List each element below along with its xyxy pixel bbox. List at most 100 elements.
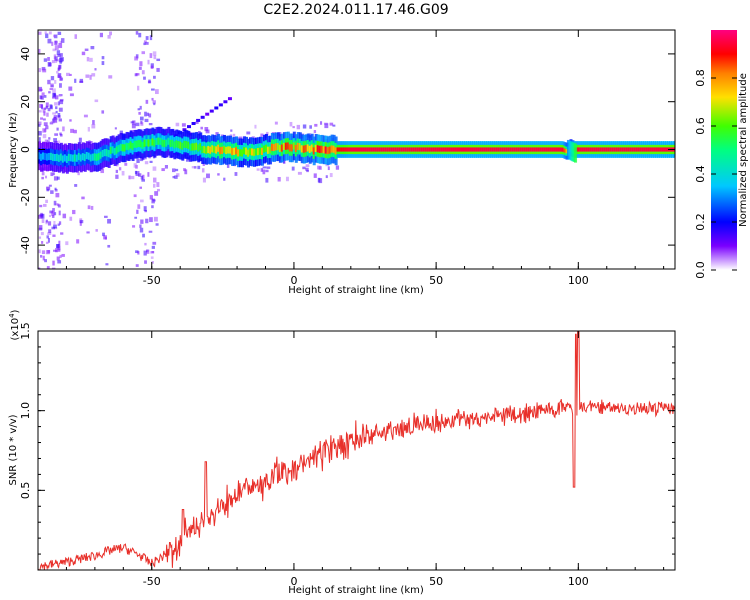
noise-pixel — [58, 43, 63, 49]
noise-pixel — [101, 61, 105, 66]
noise-pixel — [150, 256, 154, 259]
ridge-pixel-core — [368, 147, 372, 152]
noise-pixel — [54, 102, 58, 106]
ridge-pixel-core — [547, 147, 551, 152]
noise-pixel — [148, 79, 151, 84]
noise-pixel — [144, 118, 149, 123]
ridge-pixel-core — [388, 147, 392, 152]
noise-pixel — [227, 97, 232, 101]
noise-pixel — [297, 171, 302, 175]
ridge-pixel-core — [651, 147, 655, 152]
noise-pixel — [94, 99, 99, 103]
noise-pixel — [137, 108, 140, 111]
noise-pixel — [43, 58, 48, 62]
noise-pixel — [292, 126, 295, 129]
ridge-pixel-core — [390, 147, 394, 152]
ridge-pixel-core — [505, 147, 509, 152]
ridge-pixel-core — [653, 147, 657, 152]
ridge-pixel-core — [475, 147, 479, 152]
ridge-pixel-core — [601, 147, 605, 152]
colorbar-label: Normalized spectral amplitude — [738, 73, 749, 227]
noise-pixel — [131, 124, 136, 129]
snr-y-label: SNR (10 * v/v) — [8, 414, 19, 485]
noise-pixel — [134, 56, 138, 61]
noise-pixel — [77, 172, 80, 176]
noise-pixel — [136, 209, 139, 214]
noise-pixel — [209, 109, 214, 113]
ridge-pixel-core — [627, 147, 631, 152]
ridge-pixel-core — [83, 153, 87, 162]
x-tick-label: 100 — [568, 575, 589, 588]
noise-pixel — [260, 168, 264, 172]
ridge-pixel-core — [187, 141, 191, 149]
noise-pixel — [59, 132, 62, 136]
noise-pixel — [151, 97, 154, 101]
ridge-pixel-core — [173, 141, 177, 149]
ridge-pixel-core — [499, 147, 503, 152]
ridge-pixel-core — [549, 147, 553, 152]
ridge-pixel-core — [432, 147, 436, 152]
ridge-pixel-core — [463, 147, 467, 152]
noise-pixel — [47, 250, 51, 253]
noise-pixel — [40, 255, 43, 258]
noise-pixel — [153, 216, 158, 222]
noise-pixel — [45, 102, 49, 108]
noise-pixel — [51, 215, 55, 218]
ridge-pixel-core — [338, 147, 342, 152]
ridge-pixel-core — [561, 147, 565, 152]
noise-pixel — [193, 166, 197, 169]
noise-pixel — [47, 57, 50, 61]
colorbar-tick-label: 0.0 — [694, 261, 707, 279]
ridge-pixel-core — [438, 147, 442, 152]
noise-pixel — [136, 158, 140, 163]
ridge-pixel-core — [121, 144, 125, 152]
ridge-pixel-core — [85, 151, 89, 160]
noise-pixel — [175, 122, 180, 127]
noise-pixel — [124, 162, 128, 166]
snr-y-multiplier: (x104) — [8, 309, 21, 340]
noise-pixel — [41, 241, 44, 244]
noise-pixel — [52, 96, 56, 99]
noise-pixel — [201, 168, 205, 173]
ridge-pixel-core — [125, 142, 129, 150]
spectrogram-y-label: Frequency (Hz) — [8, 112, 19, 188]
ridge-pixel-core — [408, 147, 412, 152]
snr-x-ticks: -50 0 50 100 — [37, 331, 665, 588]
ridge-pixel-core — [509, 147, 513, 152]
ridge-pixel-core — [247, 149, 251, 157]
noise-pixel — [45, 125, 49, 130]
ridge-pixel-core — [195, 142, 199, 150]
noise-pixel — [56, 59, 60, 62]
noise-pixel — [50, 172, 54, 177]
noise-pixel — [217, 173, 220, 176]
noise-pixel — [84, 48, 89, 52]
ridge-pixel-core — [585, 147, 589, 152]
ridge-pixel-core — [71, 154, 75, 162]
noise-pixel — [58, 94, 62, 97]
ridge-pixel-core — [38, 152, 41, 160]
ridge-pixel-core — [119, 143, 123, 151]
noise-pixel — [41, 172, 45, 176]
noise-pixel — [149, 53, 153, 59]
noise-pixel — [155, 223, 159, 226]
ridge-pixel-core — [477, 147, 481, 152]
ridge-pixel-core — [312, 147, 316, 155]
noise-pixel — [99, 32, 103, 38]
x-tick-label: 0 — [290, 274, 297, 287]
noise-pixel — [143, 40, 147, 43]
noise-pixel — [59, 61, 62, 64]
ridge-pixel-core — [529, 147, 533, 152]
ridge-pixel-core — [314, 144, 318, 152]
noise-pixel — [52, 112, 57, 115]
noise-pixel — [39, 88, 43, 92]
noise-pixel — [152, 51, 157, 56]
noise-pixel — [69, 119, 72, 122]
noise-pixel — [55, 95, 59, 100]
ridge-pixel-core — [356, 147, 360, 152]
noise-pixel — [49, 210, 53, 214]
noise-pixel — [266, 166, 271, 169]
ridge-pixel-core — [135, 140, 139, 148]
noise-pixel — [57, 67, 60, 72]
ridge-pixel-core — [360, 147, 364, 152]
ridge-pixel-core — [402, 147, 406, 152]
